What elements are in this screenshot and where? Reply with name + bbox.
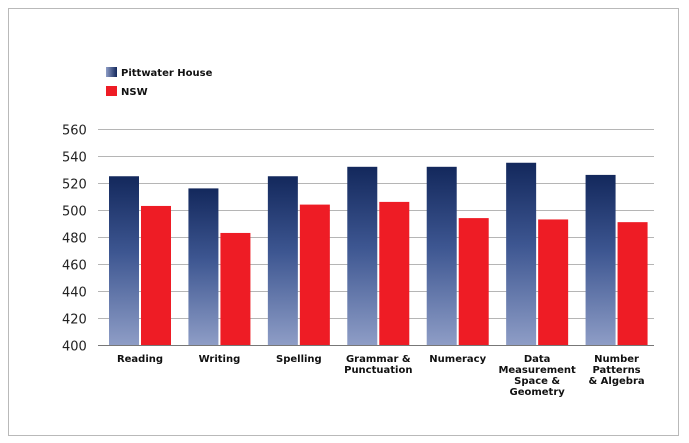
x-tick-label: Reading bbox=[117, 354, 163, 365]
y-tick-label: 440 bbox=[62, 286, 87, 301]
y-tick-label: 420 bbox=[62, 313, 87, 328]
legend-label-nsw: NSW bbox=[121, 87, 148, 98]
y-tick-label: 560 bbox=[62, 124, 87, 139]
bar-pittwater-house bbox=[347, 166, 378, 345]
y-tick-label: 400 bbox=[62, 340, 87, 355]
legend-swatch-nsw bbox=[106, 86, 117, 96]
bar-pittwater-house bbox=[585, 174, 616, 345]
x-tick-label: Number Patterns & Algebra bbox=[588, 354, 644, 387]
x-axis-labels: Reading Writing Spelling Grammar & Punctuati… bbox=[117, 354, 645, 398]
x-tick-label: Data Measurement Space & Geometry bbox=[498, 354, 576, 398]
bar-pittwater-house bbox=[506, 162, 537, 345]
y-tick-label: 460 bbox=[62, 259, 87, 274]
legend-swatch-pittwater-house bbox=[106, 67, 117, 77]
bar-nsw bbox=[538, 219, 569, 345]
bars bbox=[109, 162, 648, 345]
bar-nsw bbox=[220, 232, 251, 345]
y-tick-label: 520 bbox=[62, 178, 87, 193]
bar-nsw bbox=[299, 204, 330, 345]
bar-nsw bbox=[458, 218, 489, 345]
bar-pittwater-house bbox=[109, 176, 139, 345]
x-tick-label: Spelling bbox=[276, 354, 322, 365]
x-tick-label: Grammar & Punctuation bbox=[344, 354, 412, 376]
bar-pittwater-house bbox=[426, 166, 457, 345]
bar-pittwater-house bbox=[267, 176, 298, 345]
y-tick-label: 500 bbox=[62, 205, 87, 220]
bar-nsw bbox=[141, 205, 171, 345]
x-tick-label: Numeracy bbox=[429, 354, 486, 365]
y-tick-label: 540 bbox=[62, 151, 87, 166]
y-axis: 400 420 440 460 480 500 520 540 560 bbox=[62, 124, 87, 355]
y-tick-label: 480 bbox=[62, 232, 87, 247]
bar-nsw bbox=[617, 222, 648, 345]
x-tick-label: Writing bbox=[199, 354, 241, 365]
bar-nsw bbox=[379, 201, 410, 345]
bar-pittwater-house bbox=[188, 188, 219, 345]
legend: Pittwater House NSW bbox=[106, 67, 213, 98]
legend-label-pittwater-house: Pittwater House bbox=[121, 68, 213, 79]
